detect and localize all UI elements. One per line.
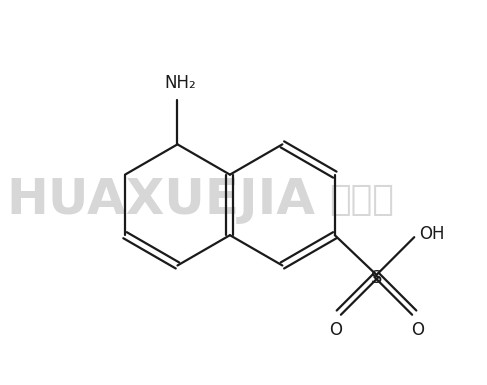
Text: O: O (411, 321, 424, 338)
Text: 化学加: 化学加 (329, 183, 394, 217)
Text: NH₂: NH₂ (165, 74, 196, 92)
Text: OH: OH (419, 225, 445, 243)
Text: S: S (371, 269, 382, 287)
Text: O: O (329, 321, 342, 338)
Text: HUAXUEJIA: HUAXUEJIA (7, 176, 316, 224)
